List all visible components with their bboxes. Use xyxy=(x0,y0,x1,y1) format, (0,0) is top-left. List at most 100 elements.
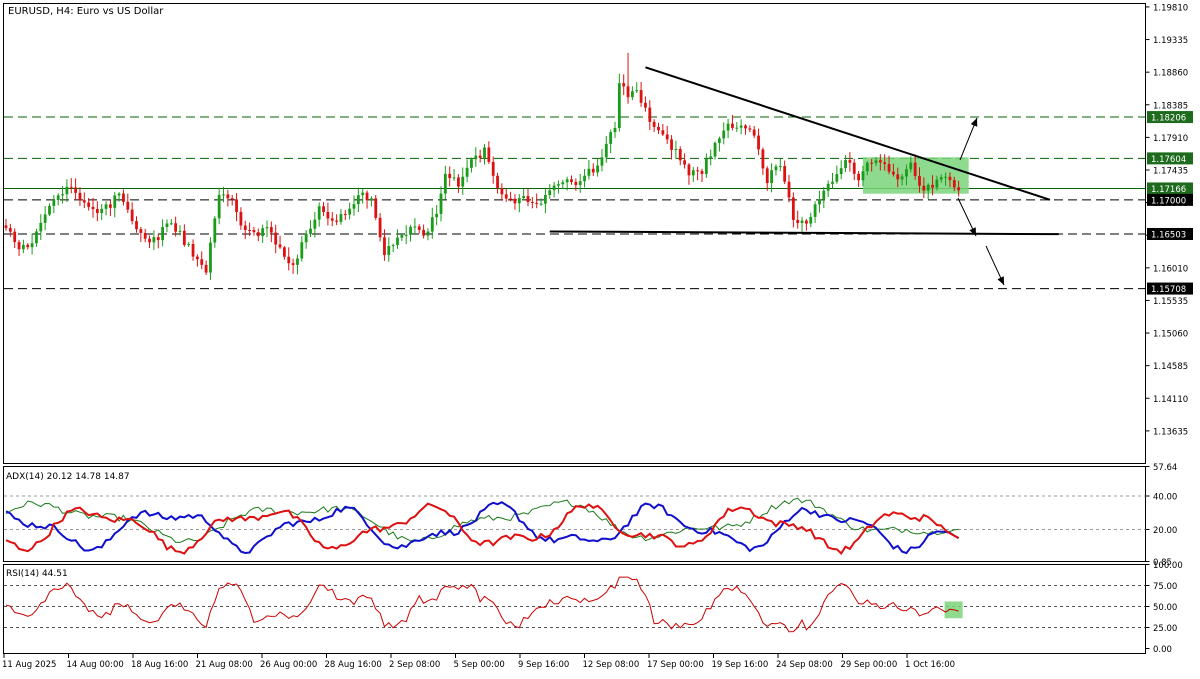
candles xyxy=(4,52,961,280)
candle-body-2 xyxy=(13,231,17,243)
candle-body-124 xyxy=(544,195,547,204)
candle-body-168 xyxy=(735,127,739,129)
candle-body-136 xyxy=(596,165,599,173)
candle-body-94 xyxy=(413,226,417,228)
candle-body-78 xyxy=(343,214,347,216)
candle-body-159 xyxy=(696,170,700,172)
candle-body-74 xyxy=(326,211,330,219)
candle-body-156 xyxy=(683,160,686,165)
adx-label: ADX(14) 20.12 14.78 14.87 xyxy=(6,472,130,482)
candle-body-9 xyxy=(43,214,47,223)
candle-body-91 xyxy=(400,235,404,238)
candle-body-4 xyxy=(22,244,25,250)
candle-body-210 xyxy=(918,176,921,186)
candle-body-11 xyxy=(52,200,56,206)
candle-body-219 xyxy=(957,187,961,191)
candle-body-137 xyxy=(600,157,604,166)
candle-body-42 xyxy=(187,243,191,245)
adx-panel-frame xyxy=(3,466,1146,562)
candle-body-217 xyxy=(948,176,952,181)
level-label-box-2 xyxy=(1147,182,1193,195)
rsi-tick-label-1: 75.00 xyxy=(1153,582,1177,592)
price-tick-label-4: 1.17910 xyxy=(1153,134,1188,144)
candle-body-34 xyxy=(152,237,156,243)
candle-body-165 xyxy=(722,130,726,139)
candle-body-178 xyxy=(778,166,782,168)
minus-di-line xyxy=(5,502,960,555)
candle-body-51 xyxy=(226,194,230,199)
candle-body-202 xyxy=(883,162,887,165)
candle-body-5 xyxy=(26,244,30,248)
candle-body-72 xyxy=(317,206,321,220)
candle-body-110 xyxy=(483,147,486,158)
candle-body-163 xyxy=(713,142,717,157)
candle-body-63 xyxy=(278,244,282,248)
candle-body-41 xyxy=(182,230,186,245)
candle-body-102 xyxy=(448,173,452,179)
candle-body-180 xyxy=(787,181,791,198)
candle-body-152 xyxy=(665,134,669,140)
time-tick-label-10: 17 Sep 00:00 xyxy=(647,660,704,670)
candle-body-3 xyxy=(17,242,21,250)
candle-body-218 xyxy=(952,180,956,188)
candle-body-32 xyxy=(143,232,147,239)
candle-body-99 xyxy=(435,213,439,218)
candle-body-54 xyxy=(239,211,243,226)
adx-indicator: 57.64 40.00 20.00 0.85 xyxy=(4,463,1177,568)
level-label-box-1 xyxy=(1147,152,1193,165)
candle-body-129 xyxy=(565,179,569,183)
candle-body-50 xyxy=(222,194,225,196)
candle-body-1 xyxy=(8,228,12,232)
candle-body-106 xyxy=(465,167,469,177)
time-tick-label-12: 24 Sep 08:00 xyxy=(776,660,833,670)
candle-body-108 xyxy=(474,155,478,160)
candle-body-162 xyxy=(709,156,713,159)
level-label-1: 1.17604 xyxy=(1151,155,1186,165)
candle-body-201 xyxy=(878,160,882,163)
candle-body-213 xyxy=(931,184,934,188)
time-axis: 11 Aug 2025 14 Aug 00:00 18 Aug 16:00 21 Au… xyxy=(2,654,955,670)
candle-body-83 xyxy=(365,192,369,201)
time-tick-label-0: 11 Aug 2025 xyxy=(2,660,56,670)
candle-body-90 xyxy=(396,237,399,246)
candle-body-49 xyxy=(217,194,221,219)
candle-body-130 xyxy=(570,179,573,182)
candle-body-77 xyxy=(339,214,343,222)
candle-body-193 xyxy=(844,160,847,169)
candle-body-114 xyxy=(500,188,504,195)
candle-body-10 xyxy=(48,205,51,215)
candle-body-61 xyxy=(269,227,273,233)
arrow-down-extension-head xyxy=(997,276,1004,285)
rsi-tick-label-4: 0.00 xyxy=(1153,645,1172,655)
candle-body-27 xyxy=(122,193,125,202)
candle-body-207 xyxy=(905,169,908,177)
candle-body-194 xyxy=(848,160,852,163)
level-label-box-5 xyxy=(1147,282,1193,295)
candle-body-123 xyxy=(539,203,543,205)
candle-body-182 xyxy=(796,219,800,223)
candle-body-144 xyxy=(631,91,634,98)
candle-body-157 xyxy=(687,164,691,176)
candle-body-81 xyxy=(356,195,360,205)
candle-body-71 xyxy=(313,219,317,229)
candle-body-26 xyxy=(117,193,121,196)
candle-body-200 xyxy=(874,160,878,164)
rsi-tick-label-2: 50.00 xyxy=(1153,603,1177,613)
candle-body-18 xyxy=(82,200,86,203)
candle-body-86 xyxy=(378,217,382,238)
candle-body-104 xyxy=(457,177,460,187)
candle-body-30 xyxy=(135,221,138,230)
candle-body-82 xyxy=(361,192,365,196)
candle-body-44 xyxy=(196,256,199,260)
candle-body-185 xyxy=(809,216,813,224)
time-tick-label-14: 1 Oct 16:00 xyxy=(905,660,955,670)
candle-body-191 xyxy=(835,174,839,182)
candle-body-55 xyxy=(243,225,247,231)
candle-body-70 xyxy=(309,228,312,234)
candle-body-153 xyxy=(670,139,673,150)
candle-body-132 xyxy=(578,181,582,185)
level-label-4: 1.16503 xyxy=(1151,230,1186,240)
candle-body-87 xyxy=(383,237,386,256)
candle-body-115 xyxy=(504,194,508,199)
adx-tick-label-2: 20.00 xyxy=(1153,526,1177,536)
